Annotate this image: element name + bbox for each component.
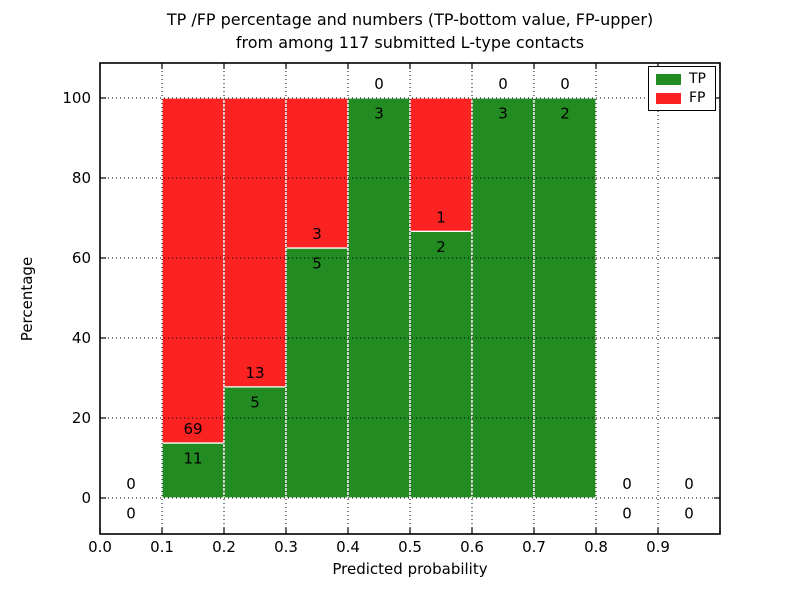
fp-count-label: 69 — [183, 420, 202, 438]
x-axis-label: Predicted probability — [332, 560, 488, 578]
fp-count-label: 0 — [126, 475, 136, 493]
chart-title-line2: from among 117 submitted L-type contacts — [235, 33, 585, 52]
y-tick-label: 60 — [72, 249, 91, 267]
tp-count-label: 0 — [622, 505, 632, 523]
tp-count-label: 2 — [560, 105, 570, 123]
legend-label-fp: FP — [689, 90, 706, 106]
legend-label-tp: TP — [689, 71, 706, 87]
bar-tp-segment — [285, 247, 349, 499]
fp-count-label: 0 — [498, 75, 508, 93]
tp-count-label: 0 — [684, 505, 694, 523]
tp-count-label: 5 — [312, 255, 322, 273]
tp-count-label: 2 — [436, 238, 446, 256]
bar-tp-segment — [223, 386, 287, 499]
y-tick-label: 100 — [62, 89, 91, 107]
chart-title-line1: TP /FP percentage and numbers (TP-bottom… — [166, 10, 654, 29]
fp-count-label: 0 — [374, 75, 384, 93]
legend-item-tp: TP — [656, 72, 706, 86]
tp-color-swatch — [656, 73, 681, 85]
plot-frame — [99, 62, 721, 535]
x-tick-label: 0.9 — [646, 538, 670, 556]
y-tick-label: 0 — [81, 489, 91, 507]
x-tick-label: 0.5 — [398, 538, 422, 556]
tp-count-label: 11 — [183, 450, 202, 468]
bar-tp-segment — [533, 97, 597, 499]
fp-count-label: 3 — [312, 225, 322, 243]
x-tick-label: 0.4 — [336, 538, 360, 556]
fp-count-label: 0 — [684, 475, 694, 493]
bar-tp-segment — [471, 97, 535, 499]
fp-count-label: 0 — [622, 475, 632, 493]
fp-count-label: 1 — [436, 208, 446, 226]
bar-fp-segment — [223, 97, 287, 388]
bar-tp-segment — [347, 97, 411, 499]
tp-count-label: 3 — [498, 105, 508, 123]
y-tick-label: 20 — [72, 409, 91, 427]
x-tick-label: 0.8 — [584, 538, 608, 556]
bar-tp-segment — [409, 230, 473, 499]
fp-color-swatch — [656, 92, 681, 104]
x-tick-label: 0.3 — [274, 538, 298, 556]
tp-count-label: 0 — [126, 505, 136, 523]
tp-count-label: 5 — [250, 393, 260, 411]
y-tick-label: 40 — [72, 329, 91, 347]
bar-fp-segment — [409, 97, 473, 232]
y-tick-label: 80 — [72, 169, 91, 187]
fp-count-label: 0 — [560, 75, 570, 93]
x-tick-label: 0.6 — [460, 538, 484, 556]
x-tick-label: 0.7 — [522, 538, 546, 556]
bar-tp-segment — [161, 442, 225, 499]
x-tick-label: 0.1 — [150, 538, 174, 556]
legend: TP FP — [648, 66, 716, 111]
x-tick-label: 0.0 — [88, 538, 112, 556]
legend-item-fp: FP — [656, 91, 706, 105]
fp-count-label: 13 — [245, 364, 264, 382]
bar-fp-segment — [161, 97, 225, 444]
x-tick-label: 0.2 — [212, 538, 236, 556]
tp-count-label: 3 — [374, 105, 384, 123]
